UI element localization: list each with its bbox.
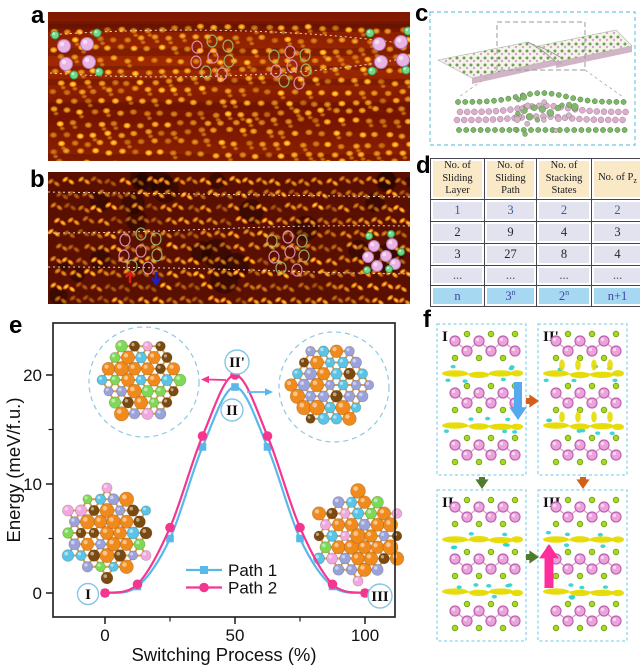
table-cell: 3n: [484, 285, 537, 307]
table-cell: 3: [591, 221, 640, 244]
charge-density-panels: I II'II III: [436, 323, 628, 642]
table-cell: n+1: [591, 285, 640, 307]
table-cell: ...: [536, 265, 592, 286]
panel-label-a: a: [31, 2, 45, 29]
table-header: No. of Stacking States: [536, 158, 592, 200]
panel-label-d: d: [416, 152, 431, 179]
panel-label-c: c: [415, 0, 429, 27]
x-tick-label: 0: [100, 626, 109, 645]
table-cell: 3: [430, 243, 485, 266]
legend-label: Path 2: [228, 579, 277, 598]
table-cell: 4: [591, 243, 640, 266]
panel-label-b: b: [30, 166, 45, 193]
table-header: No. of Pz: [591, 158, 640, 200]
state-label: I: [85, 587, 91, 603]
table-cell: 2: [591, 199, 640, 222]
table-cell: 4: [536, 221, 592, 244]
cell-label: I: [442, 329, 448, 345]
panel-label-e: e: [9, 312, 23, 339]
table-header: No. of Sliding Layer: [430, 158, 485, 200]
x-tick-label: 50: [226, 626, 245, 645]
table-header: No. of Sliding Path: [484, 158, 537, 200]
x-axis-label: Switching Process (%): [131, 644, 316, 665]
table-cell: 2: [536, 199, 592, 222]
cell-label: II: [442, 495, 454, 511]
stm-image-a: [48, 12, 410, 161]
y-tick-label: 10: [23, 475, 42, 494]
state-label: III: [371, 589, 389, 605]
table-cell: ...: [430, 265, 485, 286]
energy-chart: 0 10 20 0 50 100 Switching Process (%) Energy (…: [3, 322, 405, 665]
table-cell: ...: [591, 265, 640, 286]
table-cell: 2n: [536, 285, 592, 307]
y-axis-label: Energy (meV/f.u.): [3, 398, 24, 543]
panel-label-f: f: [423, 306, 431, 333]
y-tick-label: 0: [33, 584, 42, 603]
table-cell: 1: [430, 199, 485, 222]
table-cell: 27: [484, 243, 537, 266]
table-cell: 8: [536, 243, 592, 266]
table-cell: n: [430, 285, 485, 307]
x-tick-label: 100: [351, 626, 379, 645]
legend-label: Path 1: [228, 561, 277, 580]
y-tick-label: 20: [23, 366, 42, 385]
stm-image-b: [48, 172, 410, 304]
table-cell: 9: [484, 221, 537, 244]
sliding-layer-table: No. of Sliding Layer No. of Sliding Path N…: [430, 158, 640, 307]
state-label: II: [226, 403, 238, 419]
table-cell: 2: [430, 221, 485, 244]
state-label: II': [229, 355, 245, 371]
crystal-structure-diagram: [429, 11, 636, 146]
stacking-table: No. of Sliding Layer No. of Sliding Path N…: [430, 158, 640, 307]
table-cell: ...: [484, 265, 537, 286]
table-cell: 3: [484, 199, 537, 222]
